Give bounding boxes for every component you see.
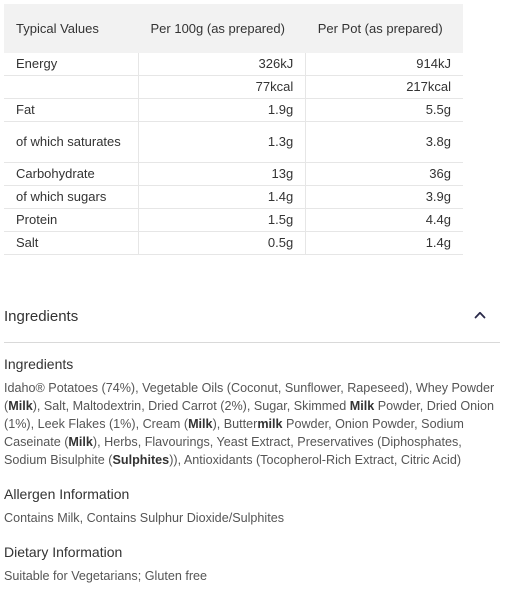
- row-perpot: 914kJ: [305, 53, 463, 76]
- table-row: 77kcal 217kcal: [4, 75, 463, 99]
- table-row: of which sugars 1.4g 3.9g: [4, 185, 463, 209]
- row-perpot: 1.4g: [305, 231, 463, 255]
- row-label: of which saturates: [4, 121, 139, 163]
- ingredient-text-part: Idaho® Potatoes (74%), Vegetable Oils (C…: [4, 381, 495, 413]
- row-label: Fat: [4, 98, 139, 122]
- table-row: Salt 0.5g 1.4g: [4, 231, 463, 255]
- ingredient-text-part: )), Antioxidants (Tocopherol-Rich Extrac…: [169, 453, 462, 467]
- ingredients-accordion-header[interactable]: Ingredients: [4, 290, 500, 343]
- header-typical-values: Typical Values: [4, 4, 139, 53]
- ingredients-text: Idaho® Potatoes (74%), Vegetable Oils (C…: [4, 379, 500, 469]
- ingredients-block: Ingredients Idaho® Potatoes (74%), Veget…: [4, 355, 500, 469]
- ingredient-text-part: Powder, Onion Powder, Sodium Caseinate (: [4, 417, 464, 449]
- row-perpot: 3.8g: [305, 121, 463, 163]
- ingredients-content: Ingredients Idaho® Potatoes (74%), Veget…: [4, 355, 500, 601]
- ingredient-text-part: Powder, Dried Onion (1%), Leek Flakes (1…: [4, 399, 494, 431]
- chevron-up-icon[interactable]: [474, 309, 486, 321]
- row-label: Carbohydrate: [4, 162, 139, 186]
- allergen-highlight: milk: [257, 417, 283, 431]
- table-row: of which saturates 1.3g 3.8g: [4, 121, 463, 163]
- row-label: Salt: [4, 231, 139, 255]
- row-perpot: 3.9g: [305, 185, 463, 209]
- allergen-highlight: Milk: [188, 417, 213, 431]
- row-per100: 1.3g: [138, 121, 307, 163]
- dietary-block: Dietary Information Suitable for Vegetar…: [4, 543, 500, 585]
- ingredients-section-title: Ingredients: [4, 307, 79, 325]
- row-per100: 326kJ: [138, 53, 307, 76]
- table-row: Carbohydrate 13g 36g: [4, 162, 463, 186]
- nutrition-header-row: Typical Values Per 100g (as prepared) Pe…: [4, 4, 463, 53]
- row-perpot: 5.5g: [305, 98, 463, 122]
- row-per100: 13g: [138, 162, 307, 186]
- allergen-highlight: Milk: [8, 399, 33, 413]
- allergen-block: Allergen Information Contains Milk, Cont…: [4, 485, 500, 527]
- allergen-highlight: Milk: [349, 399, 375, 413]
- row-label: of which sugars: [4, 185, 139, 209]
- row-perpot: 217kcal: [305, 75, 463, 99]
- ingredients-heading: Ingredients: [4, 356, 74, 372]
- row-perpot: 4.4g: [305, 208, 463, 232]
- allergen-highlight: Sulphites: [112, 453, 170, 467]
- nutrition-table: Typical Values Per 100g (as prepared) Pe…: [4, 4, 463, 255]
- ingredient-text-part: ), Butter: [212, 417, 258, 431]
- row-per100: 1.9g: [138, 98, 307, 122]
- row-label: Energy: [4, 53, 139, 76]
- dietary-text: Suitable for Vegetarians; Gluten free: [4, 569, 208, 583]
- ingredient-text-part: ), Salt, Maltodextrin, Dried Carrot (2%)…: [32, 399, 350, 413]
- allergen-highlight: Milk: [68, 435, 93, 449]
- row-per100: 77kcal: [138, 75, 307, 99]
- allergen-text: Contains Milk, Contains Sulphur Dioxide/…: [4, 511, 285, 525]
- row-per100: 0.5g: [138, 231, 307, 255]
- table-row: Energy 326kJ 914kJ: [4, 53, 463, 76]
- row-per100: 1.5g: [138, 208, 307, 232]
- row-perpot: 36g: [305, 162, 463, 186]
- ingredient-text-part: ), Herbs, Flavourings, Yeast Extract, Pr…: [4, 435, 462, 467]
- table-row: Protein 1.5g 4.4g: [4, 208, 463, 232]
- row-per100: 1.4g: [138, 185, 307, 209]
- dietary-heading: Dietary Information: [4, 544, 123, 560]
- row-label: Protein: [4, 208, 139, 232]
- header-per-100g: Per 100g (as prepared): [138, 4, 306, 53]
- allergen-heading: Allergen Information: [4, 486, 130, 502]
- header-per-pot: Per Pot (as prepared): [305, 4, 463, 53]
- table-row: Fat 1.9g 5.5g: [4, 98, 463, 122]
- row-label: [4, 75, 139, 99]
